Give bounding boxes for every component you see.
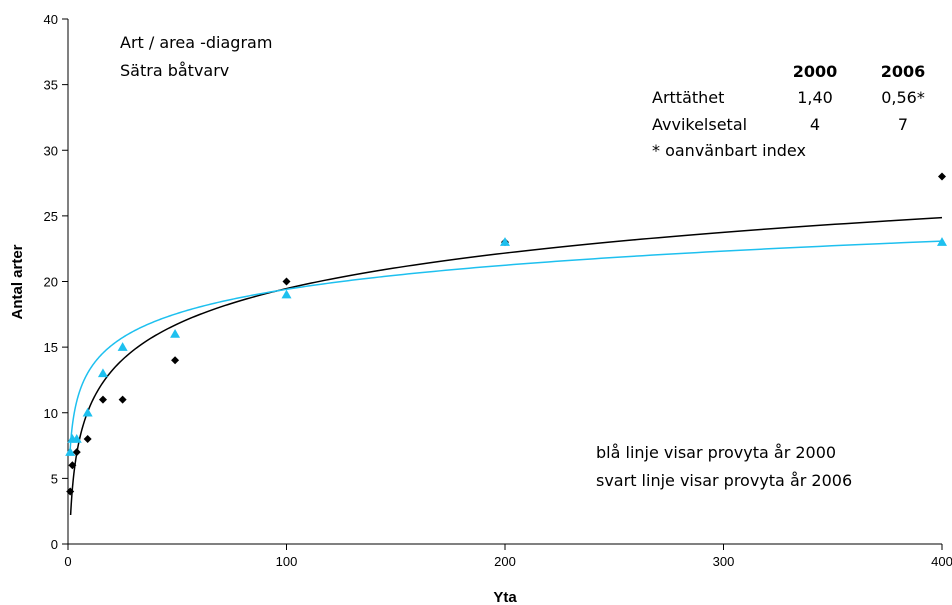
chart-annotation-line-2: Sätra båtvarv (120, 61, 229, 80)
y-tick-label: 15 (44, 340, 58, 355)
point-diamond (118, 395, 127, 404)
y-tick-label: 40 (44, 12, 58, 27)
point-diamond (938, 172, 946, 181)
point-triangle (65, 447, 76, 456)
legend-note-blue: blå linje visar provyta år 2000 (596, 443, 836, 462)
y-tick-label: 20 (44, 275, 58, 290)
chart-annotation-line-1: Art / area -diagram (120, 33, 272, 52)
trendline-blue (69, 240, 943, 450)
x-tick-label: 300 (713, 554, 735, 569)
point-triangle (170, 329, 181, 338)
y-tick-label: 25 (44, 209, 58, 224)
y-tick-label: 30 (44, 143, 58, 158)
point-triangle (117, 342, 128, 351)
table-value-arttathet-2000: 1,40 (797, 88, 833, 107)
point-diamond (282, 277, 291, 286)
x-axis-title: Yta (493, 589, 517, 605)
point-triangle (281, 289, 292, 299)
point-diamond (171, 356, 180, 365)
table-footnote: * oanvänbart index (652, 141, 806, 160)
y-tick-label: 0 (51, 537, 58, 552)
y-tick-label: 35 (44, 78, 58, 93)
legend-note-black: svart linje visar provyta år 2006 (596, 471, 852, 490)
point-diamond (83, 435, 92, 443)
point-triangle (500, 237, 510, 246)
x-tick-label: 200 (494, 554, 516, 569)
x-tick-label: 0 (64, 554, 71, 569)
point-triangle (82, 407, 93, 417)
data-points (65, 172, 947, 496)
table-value-avvikelsetal-2006: 7 (898, 115, 908, 134)
y-axis-title: Antal arter (9, 244, 26, 319)
point-diamond (68, 461, 77, 470)
point-diamond (66, 487, 75, 496)
table-header-2006: 2006 (881, 62, 926, 81)
table-value-arttathet-2006: 0,56* (881, 88, 925, 107)
y-tick-label: 5 (51, 471, 58, 486)
table-header-2000: 2000 (793, 62, 838, 81)
y-tick-label: 10 (44, 406, 58, 421)
point-triangle (937, 237, 947, 246)
point-diamond (98, 395, 107, 404)
point-triangle (97, 368, 108, 378)
point-triangle (71, 434, 82, 443)
x-tick-label: 100 (276, 554, 298, 569)
table-value-avvikelsetal-2000: 4 (810, 115, 820, 134)
point-diamond (72, 448, 81, 457)
table-row-label-arttathet: Arttäthet (652, 88, 724, 107)
x-tick-label: 400 (931, 554, 952, 569)
table-row-label-avvikelsetal: Avvikelsetal (652, 115, 747, 134)
